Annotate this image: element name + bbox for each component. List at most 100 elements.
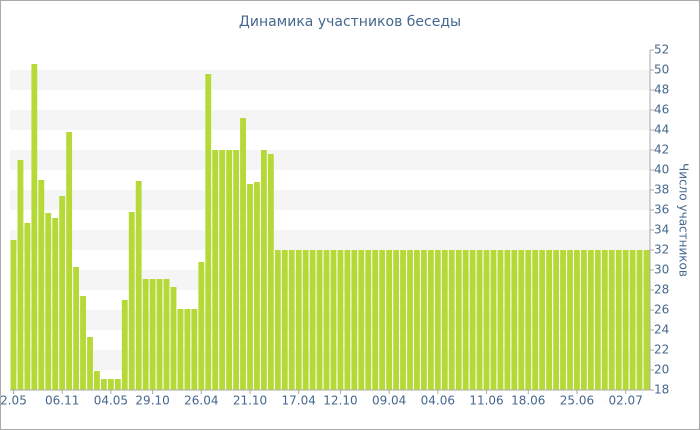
bar xyxy=(302,250,309,390)
bar xyxy=(532,250,539,390)
y-tick-label: 18 xyxy=(654,383,669,397)
bar xyxy=(643,250,650,390)
bar xyxy=(288,250,295,390)
bar xyxy=(24,223,31,390)
y-tick-label: 36 xyxy=(654,203,669,217)
x-tick-label: 26.04 xyxy=(184,394,218,408)
bar xyxy=(45,213,52,390)
bar xyxy=(295,250,302,390)
bar xyxy=(316,250,323,390)
grid-band xyxy=(10,270,650,290)
bar xyxy=(587,250,594,390)
bar xyxy=(546,250,553,390)
bar xyxy=(525,250,532,390)
bar xyxy=(379,250,386,390)
bar xyxy=(358,250,365,390)
bar xyxy=(462,250,469,390)
y-tick-label: 42 xyxy=(654,143,669,157)
bar xyxy=(281,250,288,390)
bar xyxy=(608,250,615,390)
bar xyxy=(260,150,267,390)
bar xyxy=(420,250,427,390)
x-tick-label: 2.05 xyxy=(0,394,27,408)
bar xyxy=(38,180,45,390)
y-tick-label: 20 xyxy=(654,363,669,377)
bar xyxy=(80,296,86,390)
bar xyxy=(441,250,448,390)
grid-band xyxy=(10,230,650,250)
y-tick-label: 32 xyxy=(654,243,669,257)
bar xyxy=(448,250,455,390)
y-tick-label: 50 xyxy=(654,63,669,77)
bar xyxy=(518,250,525,390)
bar xyxy=(309,250,316,390)
bar xyxy=(615,250,622,390)
bar xyxy=(184,309,191,390)
bar xyxy=(393,250,400,390)
bar xyxy=(414,250,420,390)
bar xyxy=(351,250,358,390)
bar xyxy=(365,250,372,390)
bar xyxy=(100,379,107,390)
grid-band xyxy=(10,350,650,370)
bar xyxy=(511,250,518,390)
x-tick-label: 04.06 xyxy=(421,394,455,408)
bar xyxy=(323,250,330,390)
x-tick-label: 12.10 xyxy=(323,394,357,408)
bar xyxy=(247,184,253,390)
bar xyxy=(52,218,59,390)
bar xyxy=(407,250,413,390)
bar xyxy=(59,196,66,390)
bar xyxy=(191,309,198,390)
bar xyxy=(149,279,156,390)
bar xyxy=(400,250,406,390)
bar xyxy=(483,250,490,390)
bar xyxy=(455,250,462,390)
bar xyxy=(337,250,344,390)
bar xyxy=(629,250,636,390)
bar xyxy=(31,64,38,390)
x-tick-label: 18.06 xyxy=(511,394,545,408)
grid-band xyxy=(10,190,650,210)
bar xyxy=(233,150,240,390)
bar xyxy=(156,279,163,390)
grid-band xyxy=(10,150,650,170)
bar xyxy=(567,250,573,390)
bar xyxy=(142,279,149,390)
y-axis-label: Число участников xyxy=(677,163,691,277)
bar xyxy=(560,250,566,390)
bar xyxy=(66,132,73,390)
y-tick-label: 38 xyxy=(654,183,669,197)
y-tick-label: 48 xyxy=(654,83,669,97)
y-tick-label: 28 xyxy=(654,283,669,297)
y-tick-label: 34 xyxy=(654,223,669,237)
y-tick-label: 26 xyxy=(654,303,669,317)
bar xyxy=(73,267,80,390)
bar xyxy=(219,150,226,390)
x-tick-label: 02.07 xyxy=(608,394,642,408)
bar xyxy=(490,250,497,390)
bar xyxy=(198,262,205,390)
bar xyxy=(177,309,184,390)
y-tick-label: 52 xyxy=(654,43,669,57)
bar xyxy=(267,154,274,390)
bar xyxy=(128,212,135,390)
bar xyxy=(553,250,560,390)
y-tick-label: 46 xyxy=(654,103,669,117)
bar xyxy=(170,287,177,390)
bar xyxy=(114,379,121,390)
x-tick-label: 29.10 xyxy=(135,394,169,408)
y-tick-label: 24 xyxy=(654,323,669,337)
bar xyxy=(87,337,93,390)
x-tick-label: 06.11 xyxy=(45,394,79,408)
bar xyxy=(574,250,580,390)
bar xyxy=(121,300,128,390)
x-tick-label: 11.06 xyxy=(469,394,503,408)
bar xyxy=(135,181,142,390)
bar xyxy=(372,250,379,390)
bar xyxy=(504,250,511,390)
bar xyxy=(344,250,351,390)
bar xyxy=(476,250,483,390)
bar xyxy=(17,160,24,390)
